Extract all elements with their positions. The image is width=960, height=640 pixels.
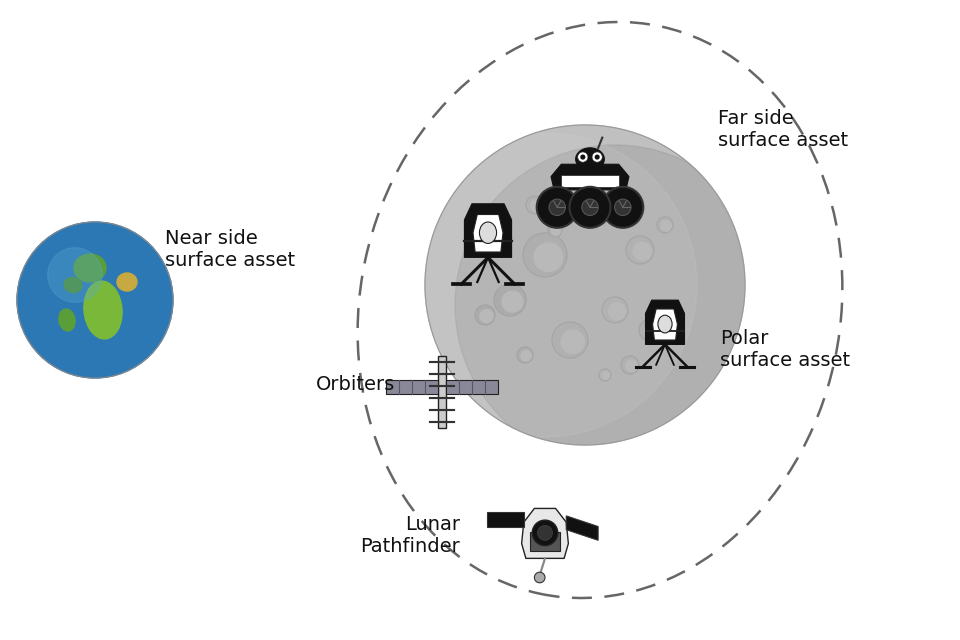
Circle shape [561, 330, 585, 353]
Circle shape [580, 154, 586, 159]
Circle shape [552, 322, 588, 358]
Ellipse shape [64, 278, 82, 292]
Polygon shape [487, 511, 524, 527]
Circle shape [48, 248, 103, 302]
Polygon shape [473, 214, 503, 252]
Circle shape [602, 187, 643, 228]
Polygon shape [551, 164, 629, 190]
Circle shape [549, 199, 565, 216]
Circle shape [599, 369, 611, 381]
Circle shape [455, 145, 775, 465]
Bar [562, 175, 618, 187]
Circle shape [17, 222, 173, 378]
Circle shape [602, 372, 610, 380]
Circle shape [614, 199, 631, 216]
Circle shape [589, 194, 604, 208]
Circle shape [626, 236, 654, 264]
Circle shape [483, 218, 507, 242]
Ellipse shape [479, 222, 496, 243]
Circle shape [584, 189, 606, 211]
Polygon shape [521, 508, 568, 558]
Circle shape [639, 319, 661, 341]
Text: Orbiters: Orbiters [316, 376, 395, 394]
Circle shape [534, 243, 563, 271]
Circle shape [480, 310, 493, 323]
Circle shape [592, 152, 602, 162]
Circle shape [393, 133, 697, 437]
Circle shape [548, 223, 562, 237]
Circle shape [475, 305, 495, 325]
Polygon shape [653, 309, 678, 340]
Text: Far side
surface asset: Far side surface asset [718, 109, 848, 150]
Polygon shape [566, 516, 598, 540]
Circle shape [538, 525, 552, 540]
Circle shape [609, 303, 625, 320]
Circle shape [661, 221, 671, 231]
Bar [438, 356, 446, 428]
Circle shape [494, 284, 526, 316]
Polygon shape [645, 300, 684, 344]
Text: Near side
surface asset: Near side surface asset [165, 230, 295, 271]
Circle shape [521, 351, 532, 361]
Ellipse shape [59, 309, 75, 331]
Polygon shape [465, 204, 512, 257]
Circle shape [537, 187, 578, 228]
Ellipse shape [74, 254, 106, 282]
Text: Polar
surface asset: Polar surface asset [720, 330, 851, 371]
Circle shape [532, 520, 558, 546]
Circle shape [633, 243, 651, 260]
Ellipse shape [117, 273, 137, 291]
Circle shape [657, 217, 673, 233]
Circle shape [425, 125, 745, 445]
Circle shape [523, 233, 567, 277]
Ellipse shape [84, 281, 122, 339]
Circle shape [517, 347, 533, 363]
Bar [386, 380, 438, 394]
Bar [530, 532, 560, 551]
Circle shape [626, 360, 637, 372]
Circle shape [531, 200, 542, 212]
Circle shape [489, 223, 505, 239]
Circle shape [526, 196, 544, 214]
Circle shape [594, 154, 600, 159]
Circle shape [502, 291, 523, 312]
Ellipse shape [658, 316, 672, 333]
Circle shape [569, 187, 611, 228]
Circle shape [582, 199, 598, 216]
Bar [446, 380, 498, 394]
Circle shape [535, 572, 545, 583]
Circle shape [602, 297, 628, 323]
Text: Lunar
Pathfinder: Lunar Pathfinder [360, 515, 460, 556]
Circle shape [644, 324, 659, 339]
Circle shape [621, 356, 639, 374]
Ellipse shape [576, 148, 605, 170]
Circle shape [551, 226, 561, 236]
Circle shape [578, 152, 588, 162]
